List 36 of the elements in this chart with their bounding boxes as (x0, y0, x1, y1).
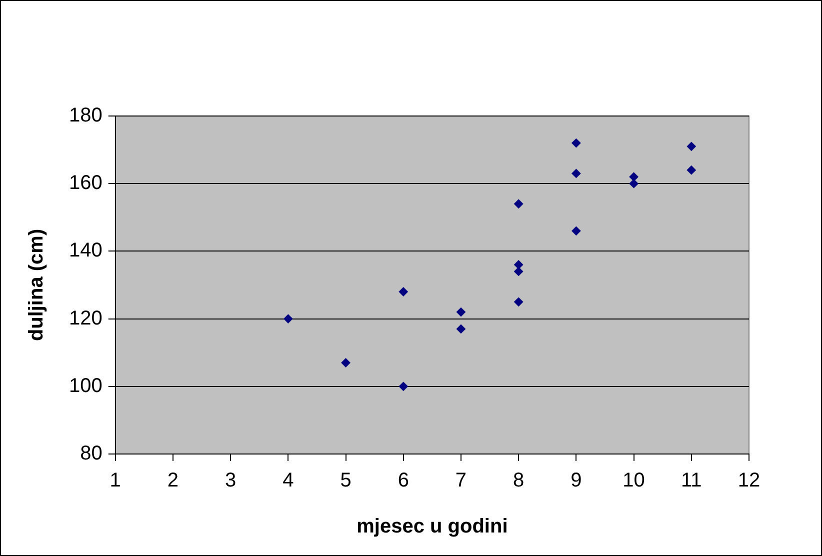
y-tick-label: 100 (68, 374, 102, 397)
x-tick-label: 5 (340, 470, 352, 492)
x-tick-label: 4 (282, 470, 294, 492)
point (514, 297, 524, 306)
x-axis-title: mjesec u godini (356, 516, 508, 538)
point (629, 172, 638, 182)
x-tick-label: 9 (570, 470, 582, 492)
point (572, 138, 581, 148)
y-axis-title: duljina (cm) (26, 228, 48, 342)
y-tick-label: 180 (68, 104, 102, 127)
point (341, 358, 350, 368)
point (572, 168, 581, 178)
y-tick-label: 120 (68, 307, 102, 330)
point (686, 166, 696, 175)
point (572, 226, 581, 236)
point (629, 179, 638, 188)
x-tick-label: 12 (738, 470, 760, 492)
point (686, 142, 696, 151)
y-tick-label: 80 (80, 442, 102, 465)
x-tick-label: 3 (225, 470, 236, 492)
y-tick-label: 160 (68, 172, 102, 194)
x-tick-label: 7 (455, 470, 467, 492)
x-tick-label: 10 (622, 470, 645, 492)
point (514, 199, 524, 208)
x-tick-label: 11 (681, 470, 702, 492)
x-tick-label: 2 (167, 470, 179, 492)
point (398, 287, 408, 296)
point (514, 260, 524, 270)
point (284, 314, 293, 324)
y-tick-label: 140 (68, 240, 102, 262)
x-tick-label: 6 (398, 470, 409, 492)
point (456, 324, 466, 334)
x-tick-label: 1 (110, 470, 121, 492)
point (456, 308, 466, 317)
x-tick-label: 8 (513, 470, 524, 492)
point (398, 382, 408, 391)
